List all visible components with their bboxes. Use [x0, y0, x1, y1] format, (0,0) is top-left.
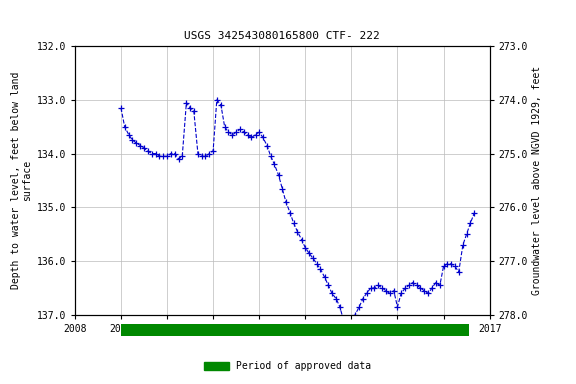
Title: USGS 342543080165800 CTF- 222: USGS 342543080165800 CTF- 222	[184, 31, 380, 41]
Legend: Period of approved data: Period of approved data	[200, 358, 376, 375]
Y-axis label: Groundwater level above NGVD 1929, feet: Groundwater level above NGVD 1929, feet	[532, 66, 542, 295]
Bar	[121, 324, 469, 336]
Y-axis label: Depth to water level, feet below land
surface: Depth to water level, feet below land su…	[11, 72, 32, 289]
